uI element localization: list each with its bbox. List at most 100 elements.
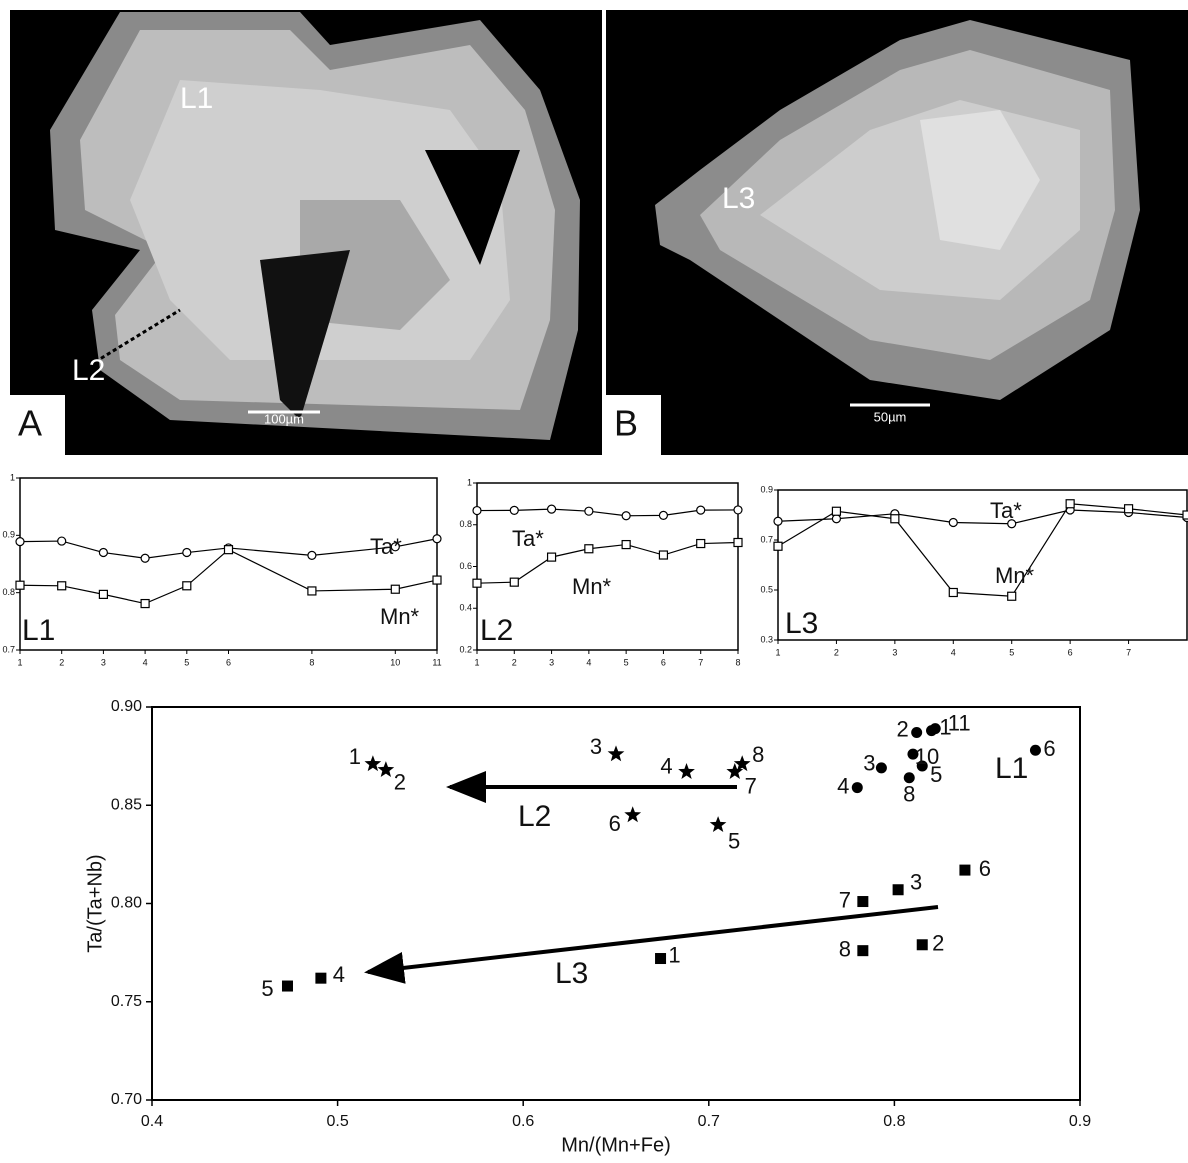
marker xyxy=(624,806,642,823)
x-tick-label: 6 xyxy=(226,657,231,667)
marker xyxy=(892,884,904,896)
series-label: L3 xyxy=(555,957,588,990)
series-line xyxy=(777,503,1188,597)
marker xyxy=(831,506,842,516)
marker xyxy=(911,727,923,739)
x-tick-label: 0.9 xyxy=(1069,1113,1091,1130)
marker xyxy=(472,578,482,588)
marker xyxy=(733,755,751,772)
marker xyxy=(432,575,442,585)
y-tick-label: 0.7 xyxy=(760,534,773,544)
x-tick-label: 2 xyxy=(834,647,839,657)
marker xyxy=(696,505,706,515)
marker xyxy=(726,763,744,779)
x-tick-label: 3 xyxy=(892,647,897,657)
x-tick-label: 3 xyxy=(101,657,106,667)
series-line xyxy=(476,541,739,584)
x-tick-label: 8 xyxy=(735,657,740,667)
point-label: 1 xyxy=(939,714,951,739)
x-tick-label: 3 xyxy=(549,657,554,667)
y-tick-label: 0.9 xyxy=(760,484,773,494)
marker xyxy=(364,755,382,772)
marker xyxy=(509,505,519,515)
marker xyxy=(875,762,887,774)
y-tick-label: 0.6 xyxy=(459,561,472,571)
marker xyxy=(733,537,743,548)
marker xyxy=(390,542,400,552)
x-tick-label: 1 xyxy=(17,657,22,667)
series-line xyxy=(476,508,739,517)
y-tick-label: 1 xyxy=(467,477,472,487)
point-label: 2 xyxy=(932,931,944,956)
series-label: Ta* xyxy=(370,534,402,559)
chart-label: L3 xyxy=(785,607,818,640)
point-label: 3 xyxy=(910,870,922,895)
y-tick-label: 0.90 xyxy=(111,698,142,715)
x-tick-label: 0.5 xyxy=(326,1113,348,1130)
marker xyxy=(281,980,293,992)
marker xyxy=(140,553,150,563)
series-label: Mn* xyxy=(995,563,1035,588)
point-label: 11 xyxy=(948,710,971,735)
y-tick-label: 0.85 xyxy=(111,796,142,813)
point-label: 5 xyxy=(728,829,740,854)
x-tick-label: 6 xyxy=(661,657,666,667)
series-label: Mn* xyxy=(380,604,420,629)
marker xyxy=(509,577,519,587)
panel-label: A xyxy=(18,403,42,444)
line-label: L2 xyxy=(72,354,105,387)
point-label: 6 xyxy=(609,811,621,836)
point-label: 5 xyxy=(930,762,942,787)
marker xyxy=(1123,504,1134,514)
scale-bar: 50µm xyxy=(874,409,907,424)
series-label: Ta* xyxy=(512,526,544,551)
x-tick-label: 5 xyxy=(184,657,189,667)
x-tick-label: 5 xyxy=(624,657,629,667)
point-label: 3 xyxy=(590,734,602,759)
line-label: L1 xyxy=(180,82,213,115)
marker xyxy=(857,896,869,908)
marker xyxy=(916,760,928,772)
point-label: 8 xyxy=(903,782,915,807)
x-axis-label: Mn/(Mn+Fe) xyxy=(561,1134,670,1156)
marker xyxy=(98,547,109,558)
marker xyxy=(472,505,482,516)
plot-frame xyxy=(19,477,438,651)
marker xyxy=(696,538,706,549)
x-tick-label: 0.4 xyxy=(141,1113,163,1130)
marker xyxy=(621,539,631,550)
marker xyxy=(546,504,557,514)
marker xyxy=(98,589,109,599)
chart-label: L1 xyxy=(22,614,55,647)
marker xyxy=(15,537,25,547)
point-label: 3 xyxy=(863,751,875,776)
x-tick-label: 2 xyxy=(512,657,517,667)
marker xyxy=(432,534,442,544)
x-tick-label: 1 xyxy=(474,657,479,667)
x-tick-label: 0.6 xyxy=(512,1113,534,1130)
x-tick-label: 6 xyxy=(1068,647,1073,657)
y-tick-label: 0.7 xyxy=(2,644,15,654)
plot-frame xyxy=(777,489,1188,641)
marker xyxy=(857,945,869,957)
x-tick-label: 7 xyxy=(698,657,703,667)
point-label: 10 xyxy=(915,744,939,769)
x-tick-label: 4 xyxy=(951,647,956,657)
x-tick-label: 10 xyxy=(390,657,400,667)
point-label: 8 xyxy=(839,936,851,961)
point-label: 4 xyxy=(660,754,672,779)
marker xyxy=(890,514,900,524)
x-tick-label: 0.7 xyxy=(698,1113,720,1130)
marker xyxy=(851,782,863,794)
marker xyxy=(1029,744,1041,756)
marker xyxy=(948,587,958,598)
y-tick-label: 0.5 xyxy=(760,584,773,594)
micrograph-b: B L3 50µm xyxy=(606,10,1188,455)
marker xyxy=(607,745,625,762)
y-axis-label: Ta/(Ta+Nb) xyxy=(84,854,106,952)
point-label: 1 xyxy=(349,744,361,769)
marker xyxy=(223,545,234,555)
marker xyxy=(1007,519,1017,529)
y-tick-label: 0.80 xyxy=(111,895,142,912)
